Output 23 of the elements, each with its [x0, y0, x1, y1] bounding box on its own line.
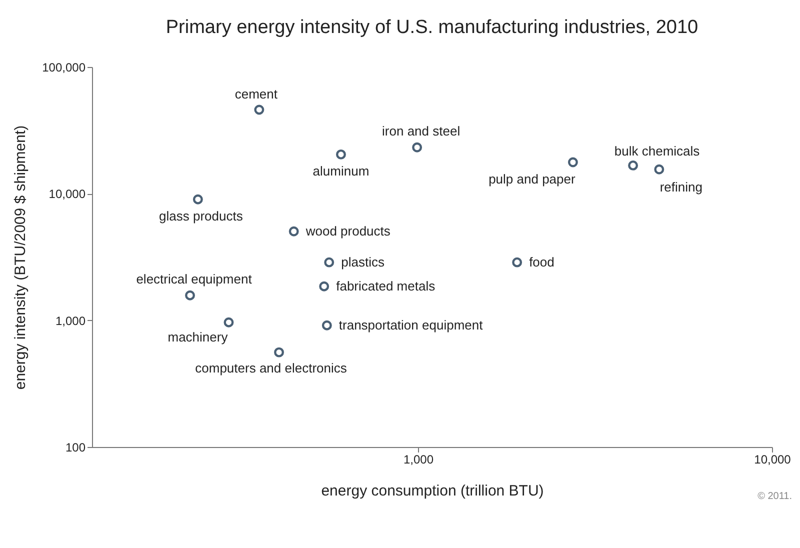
annotation: iron and steel	[382, 123, 460, 138]
annotation: wood products	[304, 223, 391, 238]
annotation: machinery	[168, 329, 228, 344]
annotation: cement	[234, 86, 278, 102]
annotation: glass products	[159, 208, 244, 224]
annotation: pulp and paper	[488, 171, 576, 186]
annotation: computers and electronics	[195, 360, 348, 376]
annotation: transportation equipment	[338, 317, 484, 332]
annotation: plastics	[341, 254, 385, 270]
y-tick-label: 10,000	[48, 187, 86, 202]
annotation: refining	[660, 179, 702, 194]
y-tick-label: 1,000	[55, 314, 86, 328]
annotation: fabricated metals	[336, 278, 436, 294]
chart-title: Primary energy intensity of U.S. manufacturing industries, 2010	[166, 17, 698, 38]
annotation: bulk chemicals	[614, 143, 700, 158]
annotation: electrical equipment	[136, 271, 252, 286]
x-axis-title: energy consumption (trillion BTU)	[321, 482, 544, 500]
y-axis-title: energy intensity (BTU/2009 $ shipment)	[12, 125, 30, 390]
annotation: food	[529, 254, 554, 270]
y-tick-label: 100,000	[42, 60, 86, 74]
annotation: aluminum	[312, 163, 370, 178]
y-tick-label: 100	[65, 440, 86, 454]
text: © 2011.	[758, 491, 792, 502]
